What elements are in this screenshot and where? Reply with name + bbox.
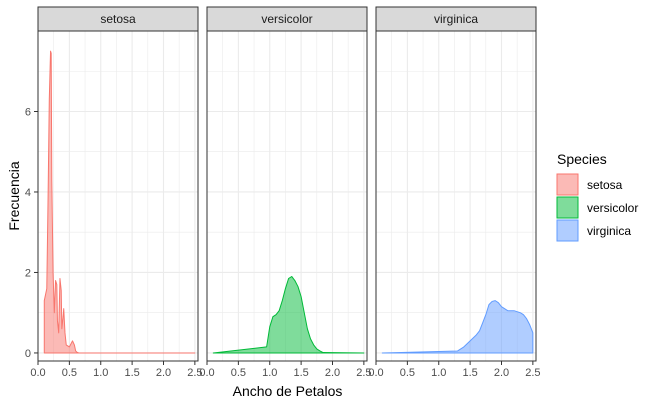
x-tick-label: 2.0 [156, 367, 171, 379]
legend-label-setosa: setosa [587, 178, 623, 192]
x-tick-label: 1.5 [462, 367, 477, 379]
y-tick-label: 4 [25, 187, 31, 199]
legend-item-setosa: setosa [556, 173, 623, 196]
legend-item-versicolor: versicolor [556, 196, 638, 219]
panel-border [206, 30, 368, 362]
panel-background [376, 31, 536, 361]
legend-label-virginica: virginica [587, 224, 631, 238]
y-tick-label: 6 [25, 106, 31, 118]
panel-setosa: setosa [37, 6, 199, 362]
legend-swatch-setosa [556, 173, 579, 196]
legend-title: Species [557, 151, 607, 167]
x-tick-label: 2.5 [356, 367, 371, 379]
x-axis-virginica: 0.0 0.5 1.0 1.5 2.0 2.5 [368, 361, 541, 379]
x-tick-label: 2.0 [494, 367, 509, 379]
panel-border [37, 30, 199, 362]
y-axis: 0 2 4 6 [25, 106, 38, 360]
legend-swatch-virginica [556, 219, 579, 242]
x-tick-label: 1.0 [262, 367, 277, 379]
x-axis-versicolor: 0.0 0.5 1.0 1.5 2.0 2.5 [199, 361, 372, 379]
x-tick-label: 0.0 [368, 367, 383, 379]
facet-panels: setosa versicolor virginica [37, 6, 537, 362]
legend-items: setosa versicolor virginica [556, 173, 638, 242]
legend-item-virginica: virginica [556, 219, 631, 242]
x-axis-title: Ancho de Petalos [233, 383, 343, 399]
y-axis-title: Frecuencia [6, 161, 22, 230]
y-tick-label: 0 [25, 348, 31, 360]
x-axis-setosa: 0.0 0.5 1.0 1.5 2.0 2.5 [30, 361, 203, 379]
strip-label-setosa: setosa [100, 12, 136, 26]
x-tick-label: 0.5 [231, 367, 246, 379]
y-tick-label: 2 [25, 267, 31, 279]
panel-versicolor: versicolor [206, 6, 368, 362]
density-area-virginica [381, 300, 534, 354]
strip-label-versicolor: versicolor [261, 12, 312, 26]
strip-versicolor [206, 6, 368, 32]
x-tick-label: 0.0 [199, 367, 214, 379]
x-tick-label: 0.5 [62, 367, 77, 379]
legend: Species setosa versicolor virginica [556, 151, 638, 242]
x-tick-label: 1.0 [93, 367, 108, 379]
strip-setosa [37, 6, 199, 32]
density-area-versicolor [212, 275, 365, 354]
x-axes: 0.0 0.5 1.0 1.5 2.0 2.50.0 0.5 1.0 1.5 2.0 2.50.0 0… [30, 361, 541, 379]
strip-label-virginica: virginica [434, 12, 478, 26]
x-tick-label: 0.0 [30, 367, 45, 379]
legend-label-versicolor: versicolor [587, 201, 638, 215]
x-tick-label: 2.5 [525, 367, 540, 379]
panel-border [375, 30, 537, 362]
x-tick-label: 2.5 [187, 367, 202, 379]
panel-background [38, 31, 198, 361]
x-tick-label: 2.0 [325, 367, 340, 379]
x-tick-label: 1.5 [124, 367, 139, 379]
x-tick-label: 0.5 [400, 367, 415, 379]
x-tick-label: 1.0 [431, 367, 446, 379]
x-tick-label: 1.5 [293, 367, 308, 379]
strip-virginica [375, 6, 537, 32]
legend-swatch-versicolor [556, 196, 579, 219]
panel-virginica: virginica [375, 6, 537, 362]
density-area-setosa [43, 50, 196, 354]
